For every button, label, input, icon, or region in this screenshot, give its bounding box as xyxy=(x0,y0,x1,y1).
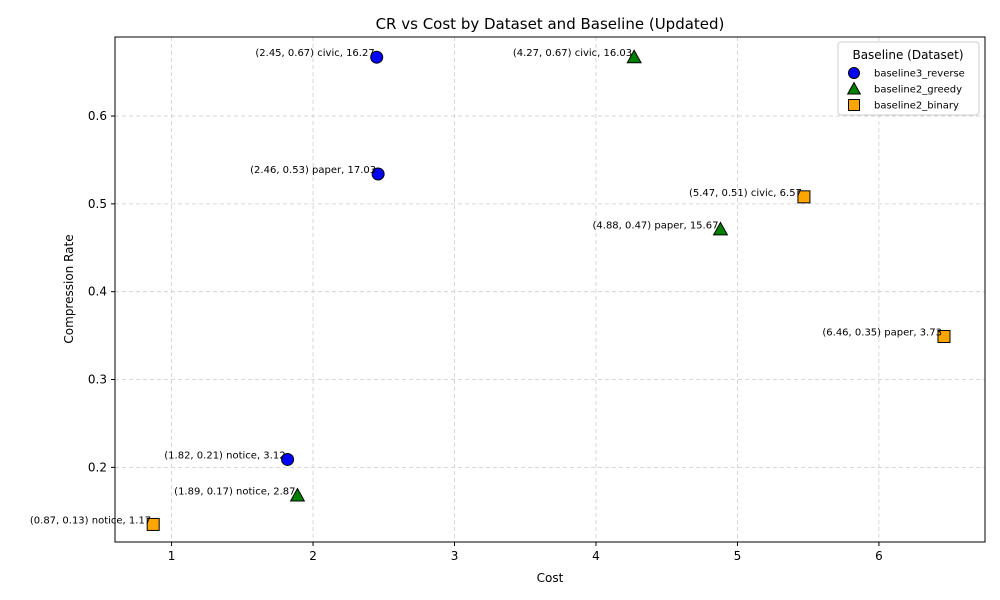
data-point-square xyxy=(146,517,160,531)
x-tick-label: 2 xyxy=(309,549,317,563)
x-tick-label: 1 xyxy=(168,549,176,563)
data-markers xyxy=(146,49,951,531)
point-label: (5.47, 0.51) civic, 6.57 xyxy=(689,188,802,199)
data-point-circle xyxy=(848,67,860,79)
data-point-circle xyxy=(371,167,385,181)
y-axis-label: Compression Rate xyxy=(62,234,76,343)
data-point-triangle xyxy=(846,81,862,95)
y-tick-label: 0.4 xyxy=(88,285,107,299)
point-label: (2.45, 0.67) civic, 16.27 xyxy=(255,48,374,59)
x-tick-label: 4 xyxy=(592,549,600,563)
x-tick-label: 5 xyxy=(734,549,742,563)
point-labels: (2.45, 0.67) civic, 16.27 (2.46, 0.53) pa… xyxy=(30,48,942,526)
point-label: (1.89, 0.17) notice, 2.87 xyxy=(174,486,295,497)
x-axis-ticks: 1 2 3 4 5 6 xyxy=(168,542,883,563)
point-label: (2.46, 0.53) paper, 17.03 xyxy=(250,165,376,176)
y-axis-ticks: 0.2 0.3 0.4 0.5 0.6 xyxy=(88,109,115,474)
legend-entry-label: baseline2_binary xyxy=(874,101,959,112)
data-point-triangle xyxy=(289,487,306,502)
x-tick-label: 6 xyxy=(875,549,883,563)
data-point-circle xyxy=(370,50,384,64)
legend-title: Baseline (Dataset) xyxy=(852,48,963,62)
chart-title: CR vs Cost by Dataset and Baseline (Upda… xyxy=(376,15,725,33)
point-label: (4.27, 0.67) civic, 16.03 xyxy=(513,48,632,59)
x-axis-label: Cost xyxy=(537,571,564,585)
point-label: (1.82, 0.21) notice, 3.12 xyxy=(164,450,285,461)
plot-frame xyxy=(114,36,986,543)
data-point-circle xyxy=(281,452,295,466)
point-label: (6.46, 0.35) paper, 3.73 xyxy=(822,327,942,338)
legend-entry-label: baseline3_reverse xyxy=(874,69,965,80)
data-point-triangle xyxy=(626,49,642,64)
data-point-square xyxy=(848,99,860,111)
data-point-square xyxy=(797,190,811,204)
y-tick-label: 0.5 xyxy=(88,197,107,211)
x-tick-label: 3 xyxy=(451,549,459,563)
point-label: (0.87, 0.13) notice, 1.17 xyxy=(30,515,151,526)
y-tick-label: 0.2 xyxy=(88,460,107,474)
legend: Baseline (Dataset) baseline3_reversebase… xyxy=(837,41,980,116)
y-tick-label: 0.3 xyxy=(88,373,107,387)
point-label: (4.88, 0.47) paper, 15.67 xyxy=(593,220,719,231)
data-point-square xyxy=(937,329,951,343)
data-point-triangle xyxy=(712,221,729,236)
grid-lines xyxy=(115,37,985,542)
y-tick-label: 0.6 xyxy=(88,109,107,123)
legend-box xyxy=(837,41,980,116)
legend-entry-label: baseline2_greedy xyxy=(874,85,962,96)
legend-items: baseline3_reverse baseline2_greedybaselin… xyxy=(846,67,965,112)
